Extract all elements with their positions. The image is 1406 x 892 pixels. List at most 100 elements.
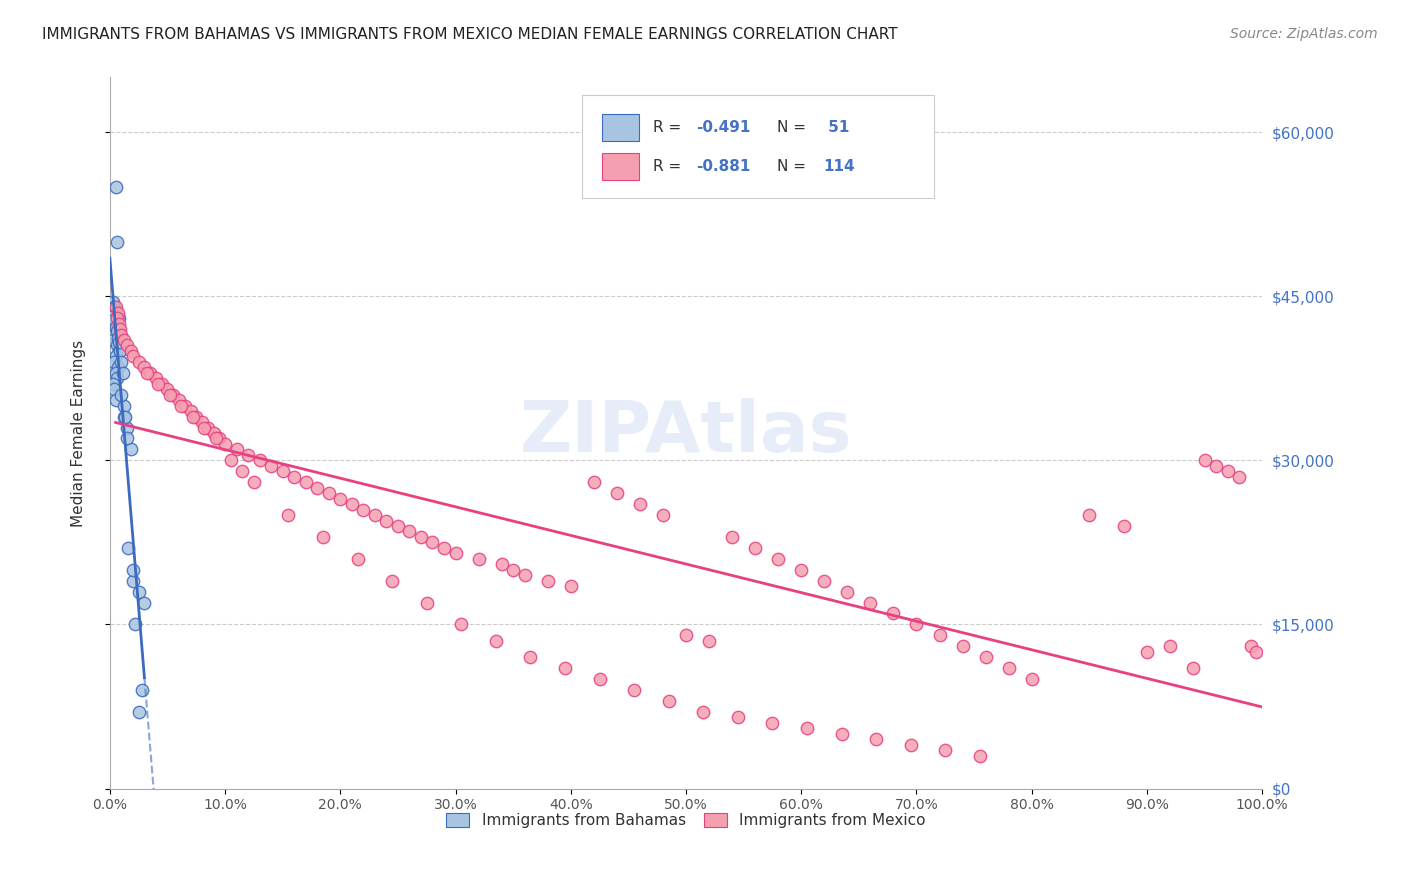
Point: [882, 607, 904, 621]
Point: [139, 366, 162, 380]
Point: [120, 343, 142, 358]
Point: [831, 727, 853, 741]
Point: [582, 475, 605, 490]
Point: [974, 650, 997, 665]
Text: R =: R =: [652, 159, 686, 174]
Point: [110, 387, 132, 401]
Point: [105, 235, 128, 249]
Point: [107, 331, 129, 345]
Point: [450, 617, 472, 632]
Point: [283, 469, 305, 483]
Point: [101, 302, 124, 317]
Point: [387, 519, 409, 533]
Point: [208, 432, 231, 446]
Point: [110, 322, 132, 336]
Point: [103, 376, 125, 391]
Point: [107, 322, 129, 336]
Legend: Immigrants from Bahamas, Immigrants from Mexico: Immigrants from Bahamas, Immigrants from…: [440, 807, 932, 834]
Point: [1240, 640, 1263, 654]
Point: [205, 432, 228, 446]
Point: [859, 596, 882, 610]
Point: [837, 584, 859, 599]
Point: [721, 530, 744, 544]
Point: [409, 530, 432, 544]
Point: [467, 551, 489, 566]
Point: [900, 738, 922, 752]
Point: [628, 497, 651, 511]
Point: [167, 393, 190, 408]
Point: [115, 432, 138, 446]
Text: Source: ZipAtlas.com: Source: ZipAtlas.com: [1230, 27, 1378, 41]
Text: -0.881: -0.881: [696, 159, 751, 174]
Point: [131, 683, 153, 698]
Point: [134, 596, 156, 610]
Point: [105, 311, 128, 326]
FancyBboxPatch shape: [602, 113, 638, 141]
Point: [104, 319, 127, 334]
Point: [1246, 645, 1268, 659]
Point: [969, 748, 991, 763]
Text: IMMIGRANTS FROM BAHAMAS VS IMMIGRANTS FROM MEXICO MEDIAN FEMALE EARNINGS CORRELA: IMMIGRANTS FROM BAHAMAS VS IMMIGRANTS FR…: [42, 27, 898, 42]
Point: [103, 309, 125, 323]
Point: [108, 333, 131, 347]
Point: [485, 633, 508, 648]
Text: 51: 51: [823, 120, 849, 135]
Point: [513, 568, 536, 582]
Point: [727, 710, 749, 724]
Point: [340, 497, 363, 511]
Point: [105, 311, 128, 326]
Point: [103, 300, 125, 314]
Point: [108, 343, 131, 358]
Point: [128, 355, 150, 369]
Point: [124, 617, 146, 632]
Point: [318, 486, 340, 500]
Point: [104, 179, 127, 194]
Point: [148, 376, 170, 391]
Point: [1159, 640, 1181, 654]
Point: [107, 360, 129, 375]
Point: [108, 311, 131, 326]
Point: [1182, 661, 1205, 675]
Point: [934, 743, 956, 757]
Point: [588, 672, 610, 686]
Point: [381, 574, 404, 588]
Point: [623, 683, 645, 698]
Point: [307, 481, 329, 495]
Point: [112, 409, 135, 424]
Y-axis label: Median Female Earnings: Median Female Earnings: [72, 340, 86, 526]
Point: [122, 350, 145, 364]
Point: [422, 535, 444, 549]
Point: [219, 453, 242, 467]
Point: [1021, 672, 1043, 686]
Point: [277, 508, 299, 522]
Point: [112, 399, 135, 413]
Point: [104, 305, 127, 319]
Point: [766, 551, 789, 566]
Point: [697, 633, 720, 648]
Point: [491, 558, 513, 572]
Point: [1205, 458, 1227, 473]
Point: [114, 409, 136, 424]
Point: [928, 628, 950, 642]
Point: [193, 420, 215, 434]
Point: [103, 333, 125, 347]
Point: [790, 563, 813, 577]
Point: [170, 399, 193, 413]
Point: [225, 442, 247, 457]
Point: [159, 387, 181, 401]
Point: [294, 475, 316, 490]
Point: [179, 404, 201, 418]
Point: [519, 650, 541, 665]
Point: [103, 305, 125, 319]
Point: [105, 338, 128, 352]
Point: [761, 715, 783, 730]
Point: [1194, 453, 1216, 467]
Point: [122, 563, 145, 577]
Point: [104, 393, 127, 408]
Point: [104, 300, 127, 314]
Point: [105, 371, 128, 385]
Point: [260, 458, 283, 473]
Point: [231, 464, 253, 478]
Point: [675, 628, 697, 642]
Point: [108, 317, 131, 331]
